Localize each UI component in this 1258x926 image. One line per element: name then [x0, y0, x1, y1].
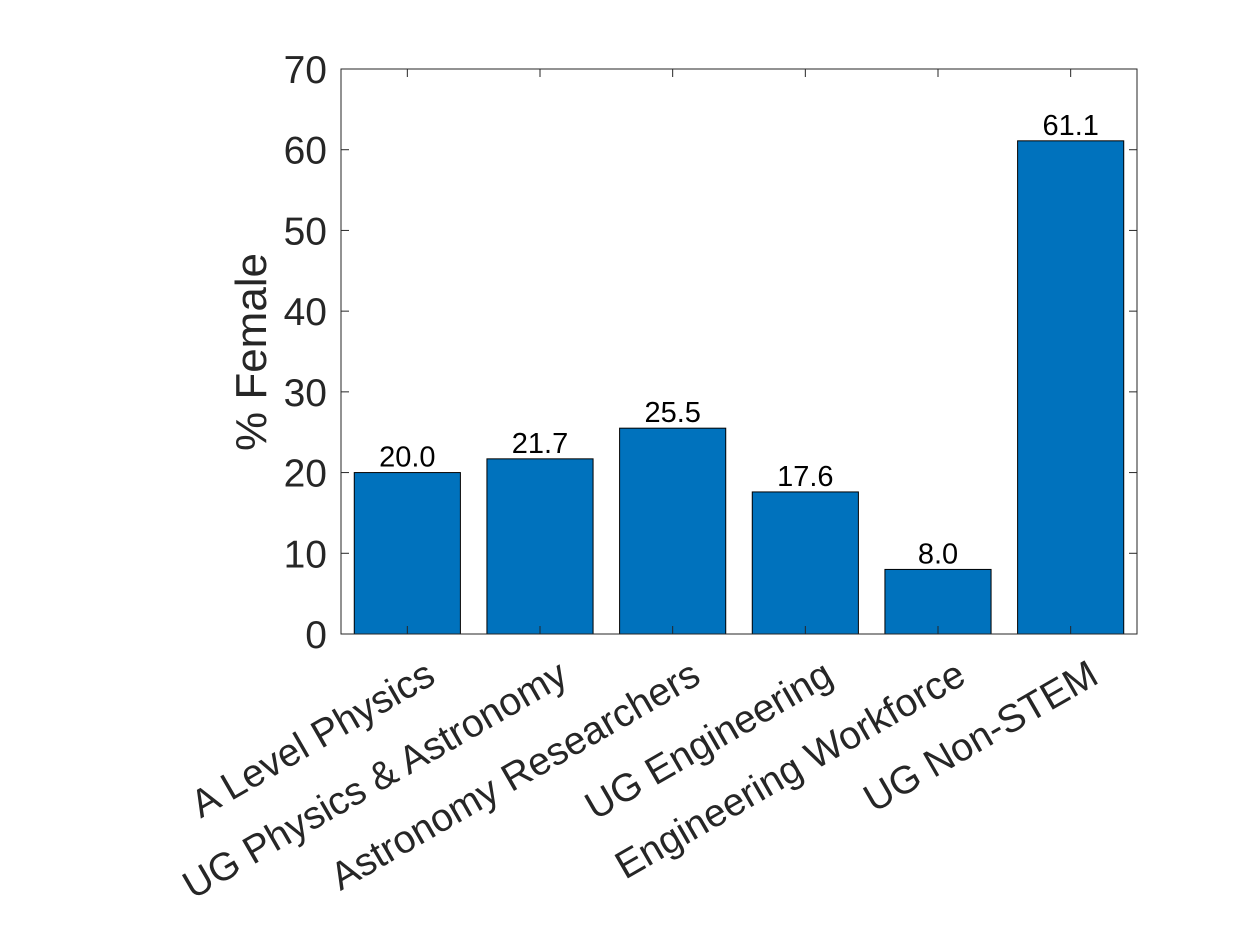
bar-value-label: 20.0 — [379, 442, 435, 474]
bar — [619, 427, 727, 635]
bar-value-label: 61.1 — [1042, 110, 1098, 142]
bar-value-label: 25.5 — [644, 397, 700, 429]
y-tick-label: 0 — [305, 614, 327, 657]
y-tick-label: 50 — [284, 210, 327, 253]
bar — [1017, 140, 1125, 635]
y-axis-label: % Female — [227, 253, 276, 451]
bar-value-label: 21.7 — [512, 428, 568, 460]
bar — [884, 568, 992, 635]
plot-area — [341, 69, 1137, 634]
y-tick-label: 40 — [284, 291, 327, 334]
bar-value-label: 17.6 — [777, 461, 833, 493]
bar — [751, 491, 859, 635]
bar — [353, 472, 461, 635]
y-tick-label: 10 — [284, 533, 327, 576]
bar — [486, 458, 594, 635]
bar-value-labels: 20.0 21.7 25.5 17.6 8.0 61.1 — [379, 110, 1099, 571]
x-category-label: UG Non-STEM — [857, 653, 1106, 821]
y-tick-labels: 0 10 20 30 40 50 60 70 — [284, 49, 327, 657]
bar-value-label: 8.0 — [918, 538, 958, 570]
bars-group — [353, 140, 1125, 635]
axes-box — [340, 68, 1138, 635]
y-tick-label: 60 — [284, 130, 327, 173]
y-tick-label: 30 — [284, 372, 327, 415]
y-tick-label: 70 — [284, 49, 327, 92]
y-tick-label: 20 — [284, 453, 327, 496]
